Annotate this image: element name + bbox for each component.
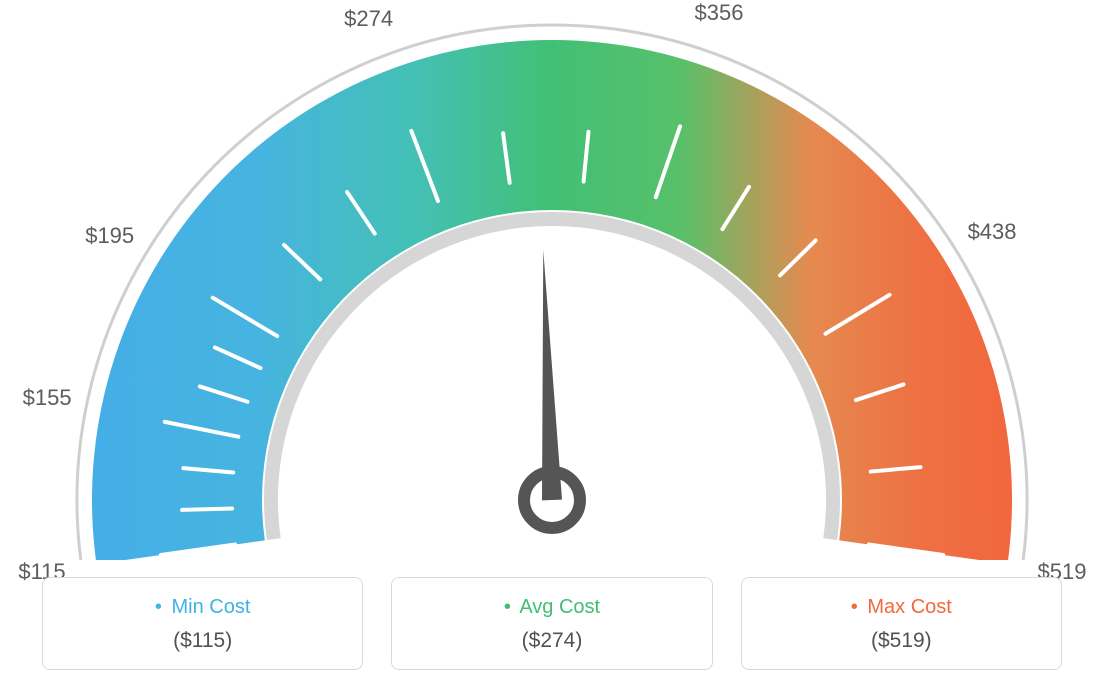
- legend-dot-icon: •: [504, 596, 511, 618]
- gauge-tick-label: $195: [85, 223, 134, 249]
- legend-dot-icon: •: [851, 596, 858, 618]
- legend-dot-icon: •: [155, 596, 162, 618]
- legend-title-min: • Min Cost: [53, 596, 352, 619]
- legend-card-max: • Max Cost ($519): [741, 577, 1062, 670]
- legend-title-text: Avg Cost: [519, 596, 600, 618]
- legend-card-min: • Min Cost ($115): [42, 577, 363, 670]
- gauge-tick-label: $438: [968, 219, 1017, 245]
- legend-card-avg: • Avg Cost ($274): [391, 577, 712, 670]
- legend-title-text: Max Cost: [867, 596, 951, 618]
- legend-value-max: ($519): [752, 629, 1051, 653]
- gauge-tick-label: $356: [695, 0, 744, 26]
- gauge-svg: [0, 0, 1104, 560]
- gauge-tick-label: $274: [344, 6, 393, 32]
- gauge-tick-minor: [182, 509, 232, 510]
- gauge-container: $115$155$195$274$356$438$519: [0, 0, 1104, 560]
- gauge-tick-label: $155: [23, 385, 72, 411]
- legend-title-text: Min Cost: [172, 596, 251, 618]
- legend-row: • Min Cost ($115) • Avg Cost ($274) • Max Co…: [42, 577, 1062, 670]
- gauge-needle: [542, 250, 562, 500]
- legend-value-avg: ($274): [402, 629, 701, 653]
- legend-value-min: ($115): [53, 629, 352, 653]
- legend-title-avg: • Avg Cost: [402, 596, 701, 619]
- legend-title-max: • Max Cost: [752, 596, 1051, 619]
